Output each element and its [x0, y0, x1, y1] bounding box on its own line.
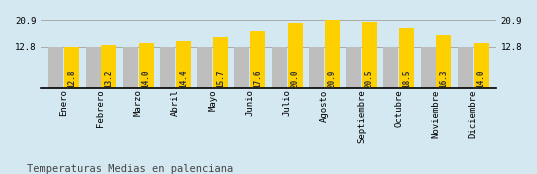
Text: 14.0: 14.0 [477, 69, 485, 88]
Bar [420, 47, 436, 88]
Bar [197, 47, 212, 88]
Text: Temperaturas Medias en palenciana: Temperaturas Medias en palenciana [27, 164, 233, 174]
Text: 12.8: 12.8 [67, 69, 76, 88]
Bar [101, 45, 117, 88]
Text: 18.5: 18.5 [402, 69, 411, 88]
Text: 20.0: 20.0 [291, 69, 300, 88]
Bar [250, 31, 265, 88]
Text: 16.3: 16.3 [439, 69, 448, 88]
Text: 14.0: 14.0 [142, 69, 150, 88]
Bar [362, 22, 377, 88]
Bar [287, 23, 302, 88]
Bar [64, 47, 79, 88]
Bar [213, 37, 228, 88]
Bar [474, 43, 489, 88]
Text: 13.2: 13.2 [104, 69, 113, 88]
Bar [383, 47, 398, 88]
Text: 20.9: 20.9 [328, 69, 337, 88]
Bar [123, 47, 138, 88]
Bar [458, 47, 473, 88]
Text: 17.6: 17.6 [253, 69, 262, 88]
Bar [235, 47, 250, 88]
Bar [48, 47, 63, 88]
Bar [85, 47, 100, 88]
Bar [325, 20, 340, 88]
Bar [346, 47, 361, 88]
Text: 15.7: 15.7 [216, 69, 225, 88]
Bar [160, 47, 175, 88]
Bar [437, 35, 452, 88]
Bar [139, 43, 154, 88]
Bar [399, 28, 414, 88]
Bar [309, 47, 324, 88]
Text: 14.4: 14.4 [179, 69, 188, 88]
Bar [176, 41, 191, 88]
Text: 20.5: 20.5 [365, 69, 374, 88]
Bar [272, 47, 287, 88]
